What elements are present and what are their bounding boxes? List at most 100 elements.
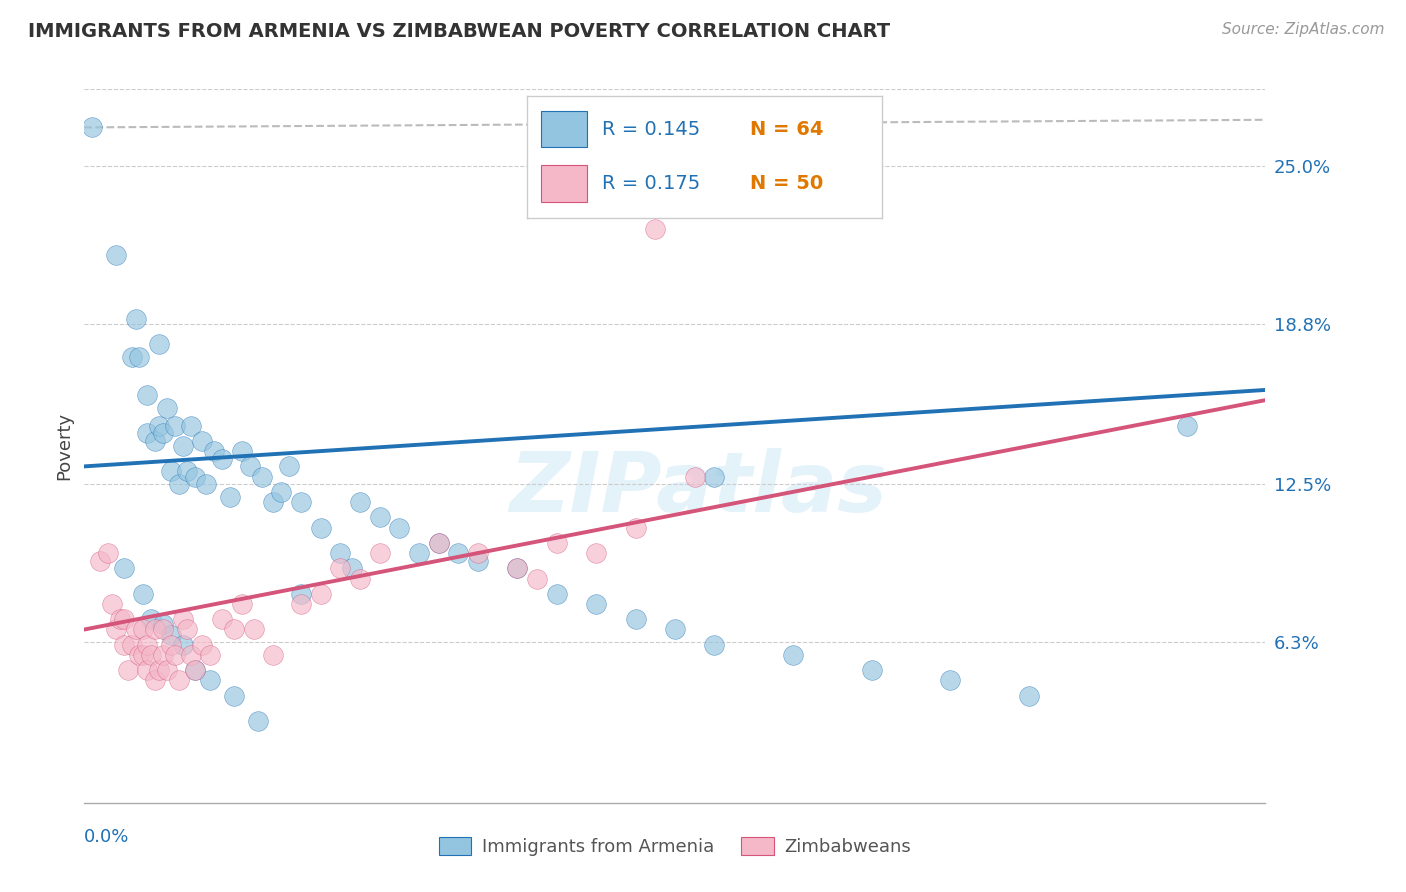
Point — [191, 434, 214, 448]
Point — [427, 536, 450, 550]
Point — [132, 648, 155, 662]
Point — [624, 520, 647, 534]
Point — [163, 418, 186, 433]
Point — [128, 648, 150, 662]
Point — [128, 350, 150, 364]
Point — [183, 469, 205, 483]
Point — [447, 546, 470, 560]
Point — [202, 444, 225, 458]
Point — [782, 648, 804, 662]
Point — [172, 439, 194, 453]
Point — [624, 612, 647, 626]
Point — [290, 587, 312, 601]
Point — [191, 638, 214, 652]
Point — [1175, 418, 1198, 433]
Point — [163, 648, 186, 662]
Point — [108, 612, 131, 626]
Text: IMMIGRANTS FROM ARMENIA VS ZIMBABWEAN POVERTY CORRELATION CHART: IMMIGRANTS FROM ARMENIA VS ZIMBABWEAN PO… — [28, 22, 890, 41]
Point — [160, 638, 183, 652]
Point — [1018, 689, 1040, 703]
Point — [703, 638, 725, 652]
Point — [585, 546, 607, 560]
Point — [183, 663, 205, 677]
Point — [176, 623, 198, 637]
Point — [683, 469, 706, 483]
Point — [222, 623, 245, 637]
Point — [136, 638, 159, 652]
Point — [112, 612, 135, 626]
Point — [112, 638, 135, 652]
Point — [148, 418, 170, 433]
Point — [546, 536, 568, 550]
Point — [148, 337, 170, 351]
Point — [467, 546, 489, 560]
Point — [172, 612, 194, 626]
Point — [97, 546, 120, 560]
Point — [860, 663, 883, 677]
Point — [132, 623, 155, 637]
Point — [222, 689, 245, 703]
Point — [329, 546, 352, 560]
Point — [141, 648, 163, 662]
Point — [176, 465, 198, 479]
Point — [141, 612, 163, 626]
Point — [156, 663, 179, 677]
Point — [104, 623, 127, 637]
Point — [262, 648, 284, 662]
Point — [546, 587, 568, 601]
Point — [152, 623, 174, 637]
Point — [703, 469, 725, 483]
Point — [132, 587, 155, 601]
Point — [408, 546, 430, 560]
Point — [124, 311, 146, 326]
Point — [121, 638, 143, 652]
Point — [152, 648, 174, 662]
Point — [309, 587, 332, 601]
Point — [349, 572, 371, 586]
Point — [368, 546, 391, 560]
Point — [143, 434, 166, 448]
Point — [270, 484, 292, 499]
Point — [143, 623, 166, 637]
Point — [664, 623, 686, 637]
Point — [183, 663, 205, 677]
Point — [329, 561, 352, 575]
Point — [136, 426, 159, 441]
Point — [278, 459, 301, 474]
Point — [152, 426, 174, 441]
Point — [160, 627, 183, 641]
Legend: Immigrants from Armenia, Zimbabweans: Immigrants from Armenia, Zimbabweans — [429, 828, 921, 865]
Point — [195, 477, 218, 491]
Point — [121, 350, 143, 364]
Text: Source: ZipAtlas.com: Source: ZipAtlas.com — [1222, 22, 1385, 37]
Point — [340, 561, 363, 575]
Point — [156, 401, 179, 415]
Point — [136, 388, 159, 402]
Point — [506, 561, 529, 575]
Point — [427, 536, 450, 550]
Point — [239, 459, 262, 474]
Point — [167, 673, 190, 688]
Y-axis label: Poverty: Poverty — [55, 412, 73, 480]
Point — [117, 663, 139, 677]
Point — [939, 673, 962, 688]
Point — [104, 248, 127, 262]
Point — [143, 673, 166, 688]
Point — [644, 222, 666, 236]
Point — [467, 554, 489, 568]
Point — [290, 597, 312, 611]
Point — [160, 465, 183, 479]
Point — [136, 663, 159, 677]
Point — [231, 444, 253, 458]
Point — [200, 648, 222, 662]
Point — [262, 495, 284, 509]
Point — [172, 638, 194, 652]
Point — [368, 510, 391, 524]
Point — [211, 451, 233, 466]
Point — [180, 648, 202, 662]
Point — [349, 495, 371, 509]
Point — [388, 520, 411, 534]
Point — [242, 623, 264, 637]
Point — [124, 623, 146, 637]
Point — [246, 714, 269, 729]
